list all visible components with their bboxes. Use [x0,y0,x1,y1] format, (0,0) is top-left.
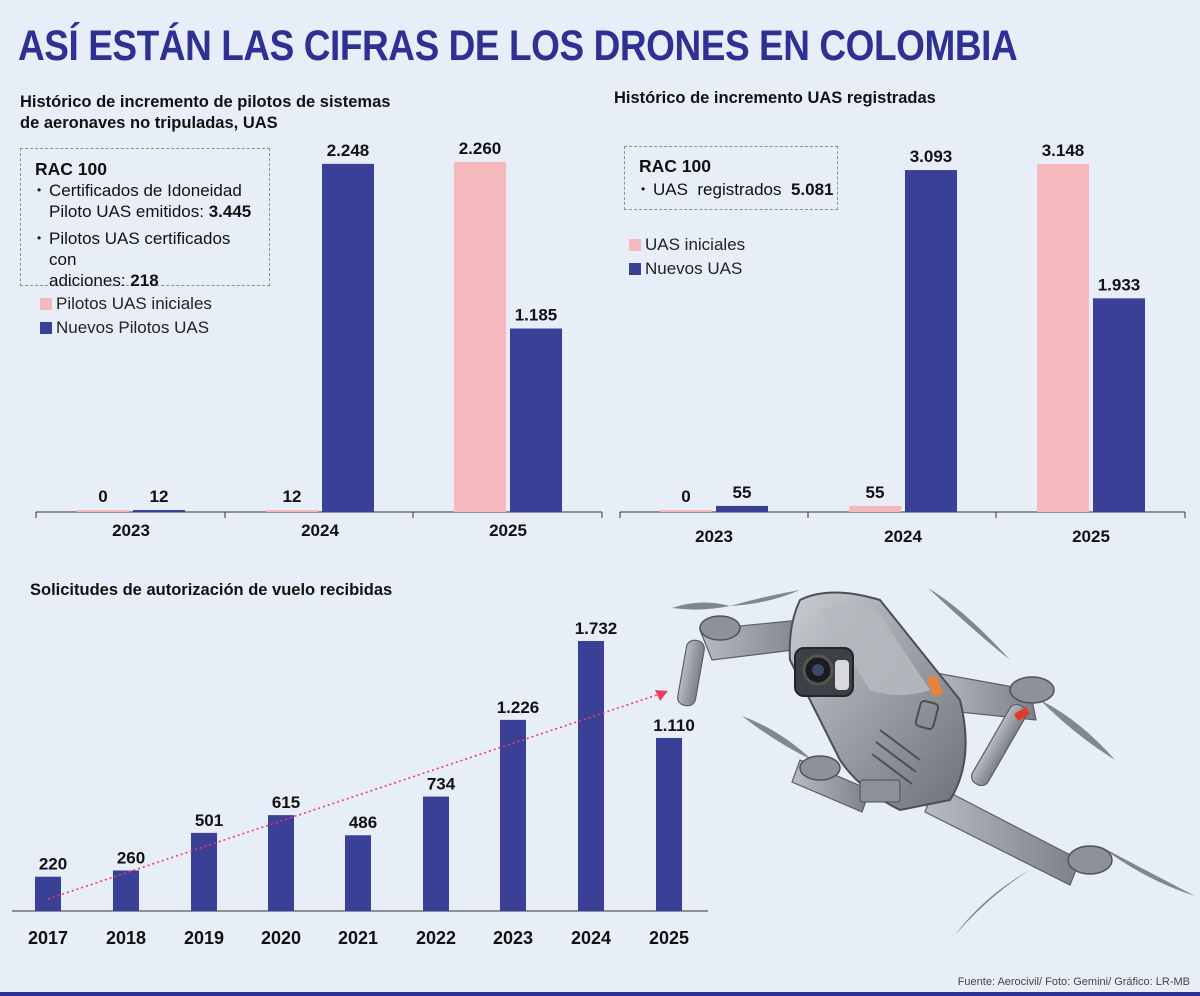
bar-initial-2025 [454,162,506,512]
uas-legend-initial: UAS iniciales [629,233,745,257]
data-label-new-2024: 3.093 [910,147,953,166]
x-tick-label-2022: 2022 [416,928,456,948]
uas-legend-new: Nuevos UAS [629,257,745,281]
uas-box-head: RAC 100 [639,156,711,176]
data-label-2025: 1.110 [653,716,695,735]
uas-legend: UAS iniciales Nuevos UAS [629,233,745,281]
pilots-box-head: RAC 100 [35,159,107,179]
x-tick-label-2018: 2018 [106,928,146,948]
bar-2024 [578,641,604,911]
pilots-legend-new: Nuevos Pilotos UAS [40,316,212,340]
pilots-box-item-additions: Pilotos UAS certificados con adiciones: … [35,228,257,291]
requests-subtitle: Solicitudes de autorización de vuelo rec… [30,581,393,599]
pilots-box-item2-line2: adiciones: [49,271,131,290]
pilots-legend-initial-label: Pilotos UAS iniciales [56,294,212,313]
data-label-2017: 220 [39,855,67,874]
data-label-2019: 501 [195,811,223,830]
bar-new-2025 [510,328,562,512]
data-label-new-2025: 1.933 [1098,275,1141,294]
pilots-box-item-certificates: Certificados de Idoneidad Piloto UAS emi… [35,180,257,222]
pilots-box-item1-line2: Piloto UAS emitidos: [49,202,209,221]
data-label-2023: 1.226 [497,698,540,717]
pilots-box-item1-line1: Certificados de Idoneidad [49,181,242,200]
data-label-2018: 260 [117,848,145,867]
x-tick-label-2023: 2023 [493,928,533,948]
x-tick-label-2025: 2025 [1072,527,1110,546]
x-tick-label-2024: 2024 [301,521,339,540]
x-tick-label-2025: 2025 [649,928,689,948]
data-label-initial-2024: 55 [866,483,885,502]
x-tick-label-2020: 2020 [261,928,301,948]
uas-box-item1-value: 5.081 [790,180,834,199]
bar-2020 [268,815,294,911]
pilots-info-box: RAC 100 Certificados de Idoneidad Piloto… [20,148,270,290]
bar-new-2023 [133,510,185,512]
uas-box-item1-label: UAS registrados [653,180,791,199]
data-label-2024: 1.732 [575,619,618,638]
bar-2018 [113,870,139,911]
bar-new-2023 [716,505,768,512]
bar-initial-2024 [266,510,318,512]
uas-subtitle: Histórico de incremento UAS registradas [614,89,936,107]
x-tick-label-2025: 2025 [489,521,527,540]
data-label-2020: 615 [272,793,300,812]
pilots-subtitle: Histórico de incremento de pilotos de si… [20,92,390,134]
legend-swatch-new [40,322,52,334]
bar-initial-2023 [660,510,712,512]
data-label-initial-2025: 3.148 [1042,141,1085,160]
pilots-legend: Pilotos UAS iniciales Nuevos Pilotos UAS [40,292,212,340]
data-label-initial-2023: 0 [98,487,107,506]
bar-new-2025 [1093,298,1145,512]
x-tick-label-2024: 2024 [884,527,922,546]
data-label-new-2024: 2.248 [327,141,370,160]
bar-new-2024 [322,163,374,513]
x-tick-label-2023: 2023 [112,521,150,540]
data-label-2021: 486 [349,813,377,832]
bar-2025 [656,737,682,911]
bar-initial-2025 [1037,164,1089,512]
pilots-legend-initial: Pilotos UAS iniciales [40,292,212,316]
pilots-box-item2-line1: Pilotos UAS certificados con [49,229,231,269]
pilots-box-item1-value: 3.445 [208,202,252,221]
footer-rule [0,992,1200,996]
pilots-subtitle-line1: Histórico de incremento de pilotos de si… [20,93,391,111]
legend-swatch-initial [629,239,641,251]
uas-info-box: RAC 100 UAS registrados 5.081 [624,146,838,210]
data-label-initial-2024: 12 [283,487,302,506]
uas-legend-initial-label: UAS iniciales [645,235,746,254]
bar-initial-2024 [849,505,901,512]
x-tick-label-2023: 2023 [695,527,733,546]
uas-box-item-registered: UAS registrados 5.081 [639,179,834,200]
data-label-2022: 734 [427,775,456,794]
x-tick-label-2021: 2021 [338,928,378,948]
data-label-new-2023: 12 [150,487,169,506]
data-label-new-2023: 55 [733,483,752,502]
legend-swatch-initial [40,298,52,310]
page-title: ASÍ ESTÁN LAS CIFRAS DE LOS DRONES EN CO… [18,22,1018,70]
data-label-new-2025: 1.185 [515,305,558,324]
bar-2022 [423,796,449,911]
pilots-subtitle-line2: de aeronaves no tripuladas, UAS [20,114,278,132]
trend-arrow-head [655,690,668,701]
x-tick-label-2017: 2017 [28,928,68,948]
bar-2017 [35,876,61,911]
bar-2019 [191,832,217,911]
legend-swatch-new [629,263,641,275]
bar-initial-2023 [77,510,129,512]
pilots-legend-new-label: Nuevos Pilotos UAS [56,318,210,337]
bar-new-2024 [905,170,957,512]
x-tick-label-2019: 2019 [184,928,224,948]
pilots-box-item2-value: 218 [130,271,159,290]
x-tick-label-2024: 2024 [571,928,611,948]
footer-source: Fuente: Aerocivil/ Foto: Gemini/ Gráfico… [957,976,1190,988]
uas-legend-new-label: Nuevos UAS [645,259,743,278]
data-label-initial-2025: 2.260 [459,139,502,158]
bar-2023 [500,719,526,911]
bar-2021 [345,835,371,911]
data-label-initial-2023: 0 [681,487,690,506]
